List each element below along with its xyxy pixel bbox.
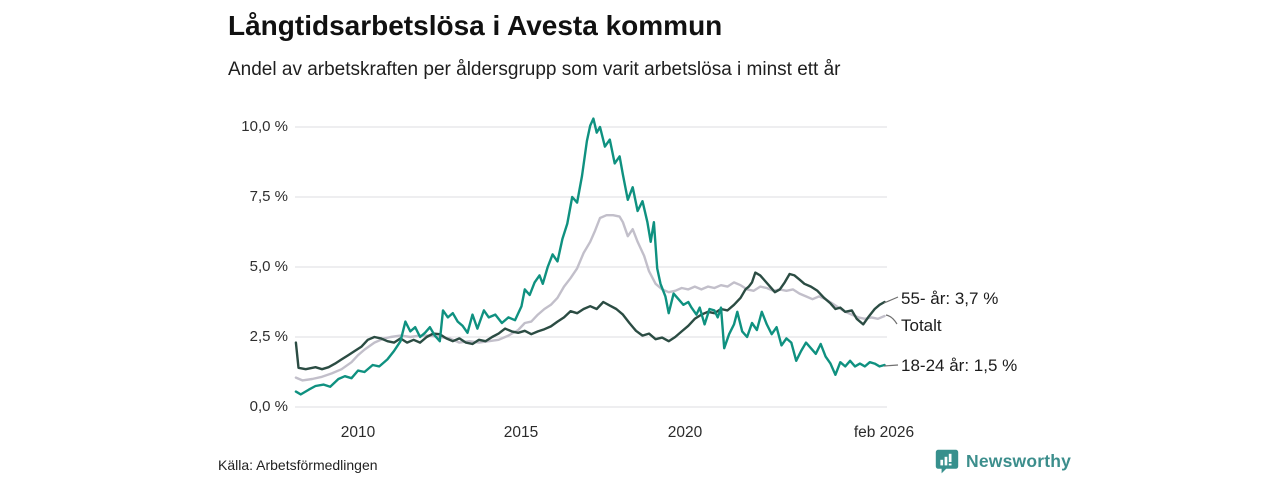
series-line-age_18_24 [294, 117, 886, 396]
y-tick-label: 5,0 % [249, 258, 288, 275]
series-label-total: Totalt [901, 316, 942, 335]
x-tick-label: 2015 [503, 424, 539, 441]
newsworthy-logo[interactable]: Newsworthy [935, 449, 1071, 474]
series-line-total [294, 213, 886, 382]
annotation-connector [885, 314, 898, 325]
annotation-connector [883, 296, 899, 304]
y-tick-label: 10,0 % [241, 118, 288, 135]
series-line-age_55_plus [294, 271, 886, 371]
newsworthy-bubble-chart-icon [935, 449, 959, 474]
series-label-18-24: 18-24 år: 1,5 % [901, 356, 1018, 375]
page-subtitle: Andel av arbetskraften per åldersgrupp s… [228, 59, 841, 80]
series-label-55-plus: 55- år: 3,7 % [901, 289, 999, 308]
page-title: Långtidsarbetslösa i Avesta kommun [228, 10, 723, 41]
y-tick-label: 0,0 % [249, 398, 288, 415]
annotation-connector [883, 364, 899, 367]
newsworthy-wordmark: Newsworthy [966, 451, 1072, 471]
x-tick-label: 2020 [667, 424, 703, 441]
y-tick-label: 7,5 % [249, 188, 288, 205]
x-tick-label: feb 2026 [853, 424, 915, 441]
x-tick-label: 2010 [340, 424, 376, 441]
source-note: Källa: Arbetsförmedlingen [218, 457, 378, 473]
y-tick-label: 2,5 % [249, 328, 288, 345]
